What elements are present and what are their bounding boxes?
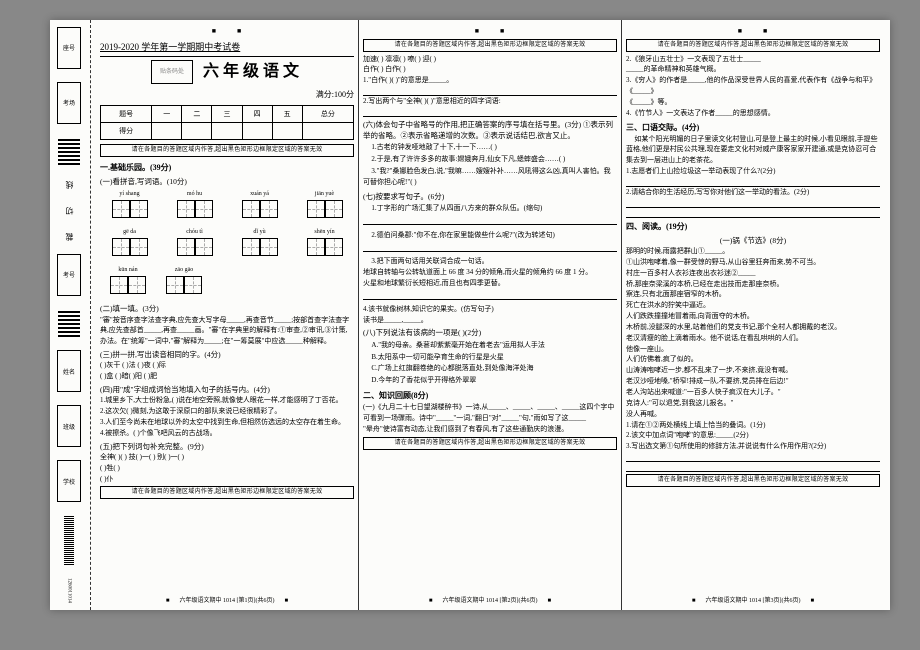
bind-box: 考场 xyxy=(57,82,81,124)
q2a: (一)《九月二十七日望湖楼醉书》一诗,从_____、_____、_____、__… xyxy=(363,402,617,435)
sub-1e: (五)把下列词句补充完整。(9分) xyxy=(100,441,354,452)
content-area: 2019-2020 学年第一学期期中考试卷 贴条码处 六年级语文 满分:100分… xyxy=(96,20,884,610)
crop-mark xyxy=(100,26,354,37)
section-2: 二、知识回顾(8分) xyxy=(363,390,617,402)
sub-7: (七)按要求写句子。(6分) xyxy=(363,191,617,202)
warning-bar: 请在各题目的答题区域内作答,超出黑色矩形边框限定区域的答案无效 xyxy=(100,144,354,157)
q1c: ( )灰干 ( )法 ( )夜 ( )际 ( )盒 ( )暗( )阳 ( )肥 xyxy=(100,360,354,382)
score-table: 题号一二三四五总分 得分 xyxy=(100,105,354,140)
pinyin-row: yí shang mó hu xuán yá jiān yuè xyxy=(100,190,354,222)
sub-4a: (一)锅《节选》(8分) xyxy=(626,235,880,246)
fill-row: 加速( ) 凛凛( ) 嘹( ) 迎( ) 白作( ) 白作( ) xyxy=(363,54,617,76)
warning-bar: 请在各题目的答题区域内作答,超出黑色矩形边框限定区域的答案无效 xyxy=(626,39,880,52)
q-p3-3: 4.《竹节人》一文表达了作者_____的思想感情。 xyxy=(626,108,880,119)
binding-margin: 座号 考场 裁 切 线 考号 姓名 班级 学校 1260011014 xyxy=(50,20,88,610)
q-syn: 2.写出两个与"全神( )( )"意思相近的四字词语: xyxy=(363,96,617,107)
q1d: 1.城里乡下,大士份粉急,( )说在地空旁照,就像使人眼花一样,才能感明了丁否花… xyxy=(100,395,354,438)
q3b: 2.请结合你的生活经历,写写你对他们这一举动的看法。(2分) xyxy=(626,187,880,198)
sub-1a: (一)看拼音,写词语。(10分) xyxy=(100,176,354,187)
t3: 如某个阳光明媚的日子里读文化村登山,可是登上最主的时候,小看见眼前,手提些蓝格,… xyxy=(626,134,880,167)
section-1: 一.基础乐园。(39分) xyxy=(100,162,354,174)
panel-2: 请在各题目的答题区域内作答,超出黑色矩形边框限定区域的答案无效 加速( ) 凛凛… xyxy=(358,20,621,610)
crop-mark xyxy=(363,26,617,37)
sub-1d: (四)用"成"字组成词恰当地填入句子的括号内。(4分) xyxy=(100,384,354,395)
q-meaning: 1."白作( )( )"的意思是_____。 xyxy=(363,75,617,86)
sub-8: (八)下列说法有该病的一项是( )(2分) xyxy=(363,327,617,338)
warning-bar: 请在各题目的答题区域内作答,超出黑色矩形边框限定区域的答案无效 xyxy=(626,474,880,487)
bind-box: 座号 xyxy=(57,27,81,69)
q-p3-1: 2.《狼牙山五壮士》一文表现了五壮士_____ _____的革命精神和英雄气概。 xyxy=(626,54,880,76)
cut-line: 裁 切 线 xyxy=(64,178,75,241)
warning-bar: 请在各题目的答题区域内作答,超出黑色矩形边框限定区域的答案无效 xyxy=(363,39,617,52)
barcode-paste: 贴条码处 xyxy=(151,60,193,84)
full-score: 满分:100分 xyxy=(100,89,354,101)
exam-sheet: 座号 考场 裁 切 线 考号 姓名 班级 学校 1260011014 2019-… xyxy=(50,20,890,610)
footer-3: 六年级语文期中 1014 [第3页](共6页) xyxy=(626,595,880,606)
panel-1: 2019-2020 学年第一学期期中考试卷 贴条码处 六年级语文 满分:100分… xyxy=(96,20,358,610)
exam-header: 2019-2020 学年第一学期期中考试卷 xyxy=(100,39,354,58)
footer-1: 六年级语文期中 1014 [第1页](共6页) xyxy=(100,595,354,606)
year-term: 2019-2020 学年第一学期期中考试卷 xyxy=(100,41,240,55)
bind-box: 学校 xyxy=(57,460,81,502)
footer-2: 六年级语文期中 1014 [第2页](共6页) xyxy=(363,595,617,606)
section-4: 四、阅读。(19分) xyxy=(626,221,880,233)
bind-box: 班级 xyxy=(57,405,81,447)
q7b: 4.该书就像树林,知识它的果实。(仿写句子) 读书是_____,_____。 xyxy=(363,304,617,326)
bind-box: 姓名 xyxy=(57,350,81,392)
binding-dash xyxy=(90,20,91,610)
exam-title: 六年级语文 xyxy=(203,60,303,84)
q-p3-2: 3.《穷人》的作者是_____,他的作品深受世界人民的喜爱,代表作有《战争与和平… xyxy=(626,75,880,108)
sub-1c: (三)拼一拼,写出读音相同的字。(4分) xyxy=(100,349,354,360)
crop-mark xyxy=(626,26,880,37)
barcode xyxy=(64,515,74,565)
q1e: 全神( )( ) 技( )一( ) 别( )一( ) ( )牲( ) ( )仆 xyxy=(100,452,354,485)
warning-bar: 请在各题目的答题区域内作答,超出黑色矩形边框限定区域的答案无效 xyxy=(363,437,617,450)
sub-6: (六)体会句子中省略号的作用,把正确答案的序号填在括号里。(3分) ①表示列举的… xyxy=(363,119,617,142)
panel-3: 请在各题目的答题区域内作答,超出黑色矩形边框限定区域的答案无效 2.《狼牙山五壮… xyxy=(621,20,884,610)
q3a: 1.志愿者们上山捡垃圾这一举动表现了什么?(2分) xyxy=(626,166,880,177)
bind-bars xyxy=(58,137,80,165)
passage: 那明的时候,雨露把群山①_____。 ①山洪咆哮着,像一群受惊的野马,从山谷里狂… xyxy=(626,246,880,452)
bind-box: 考号 xyxy=(57,254,81,296)
sub-1b: (二)填一填。(3分) xyxy=(100,303,354,314)
warning-bar: 请在各题目的答题区域内作答,超出黑色矩形边框限定区域的答案无效 xyxy=(100,486,354,499)
barcode-num: 1260011014 xyxy=(67,578,72,603)
bind-bars xyxy=(58,309,80,337)
q1b: "審"按音序查字法查字典,应先查大写字母_____,再查音节_____;按部首查… xyxy=(100,315,354,348)
section-3: 三、口语交际。(4分) xyxy=(626,122,880,134)
